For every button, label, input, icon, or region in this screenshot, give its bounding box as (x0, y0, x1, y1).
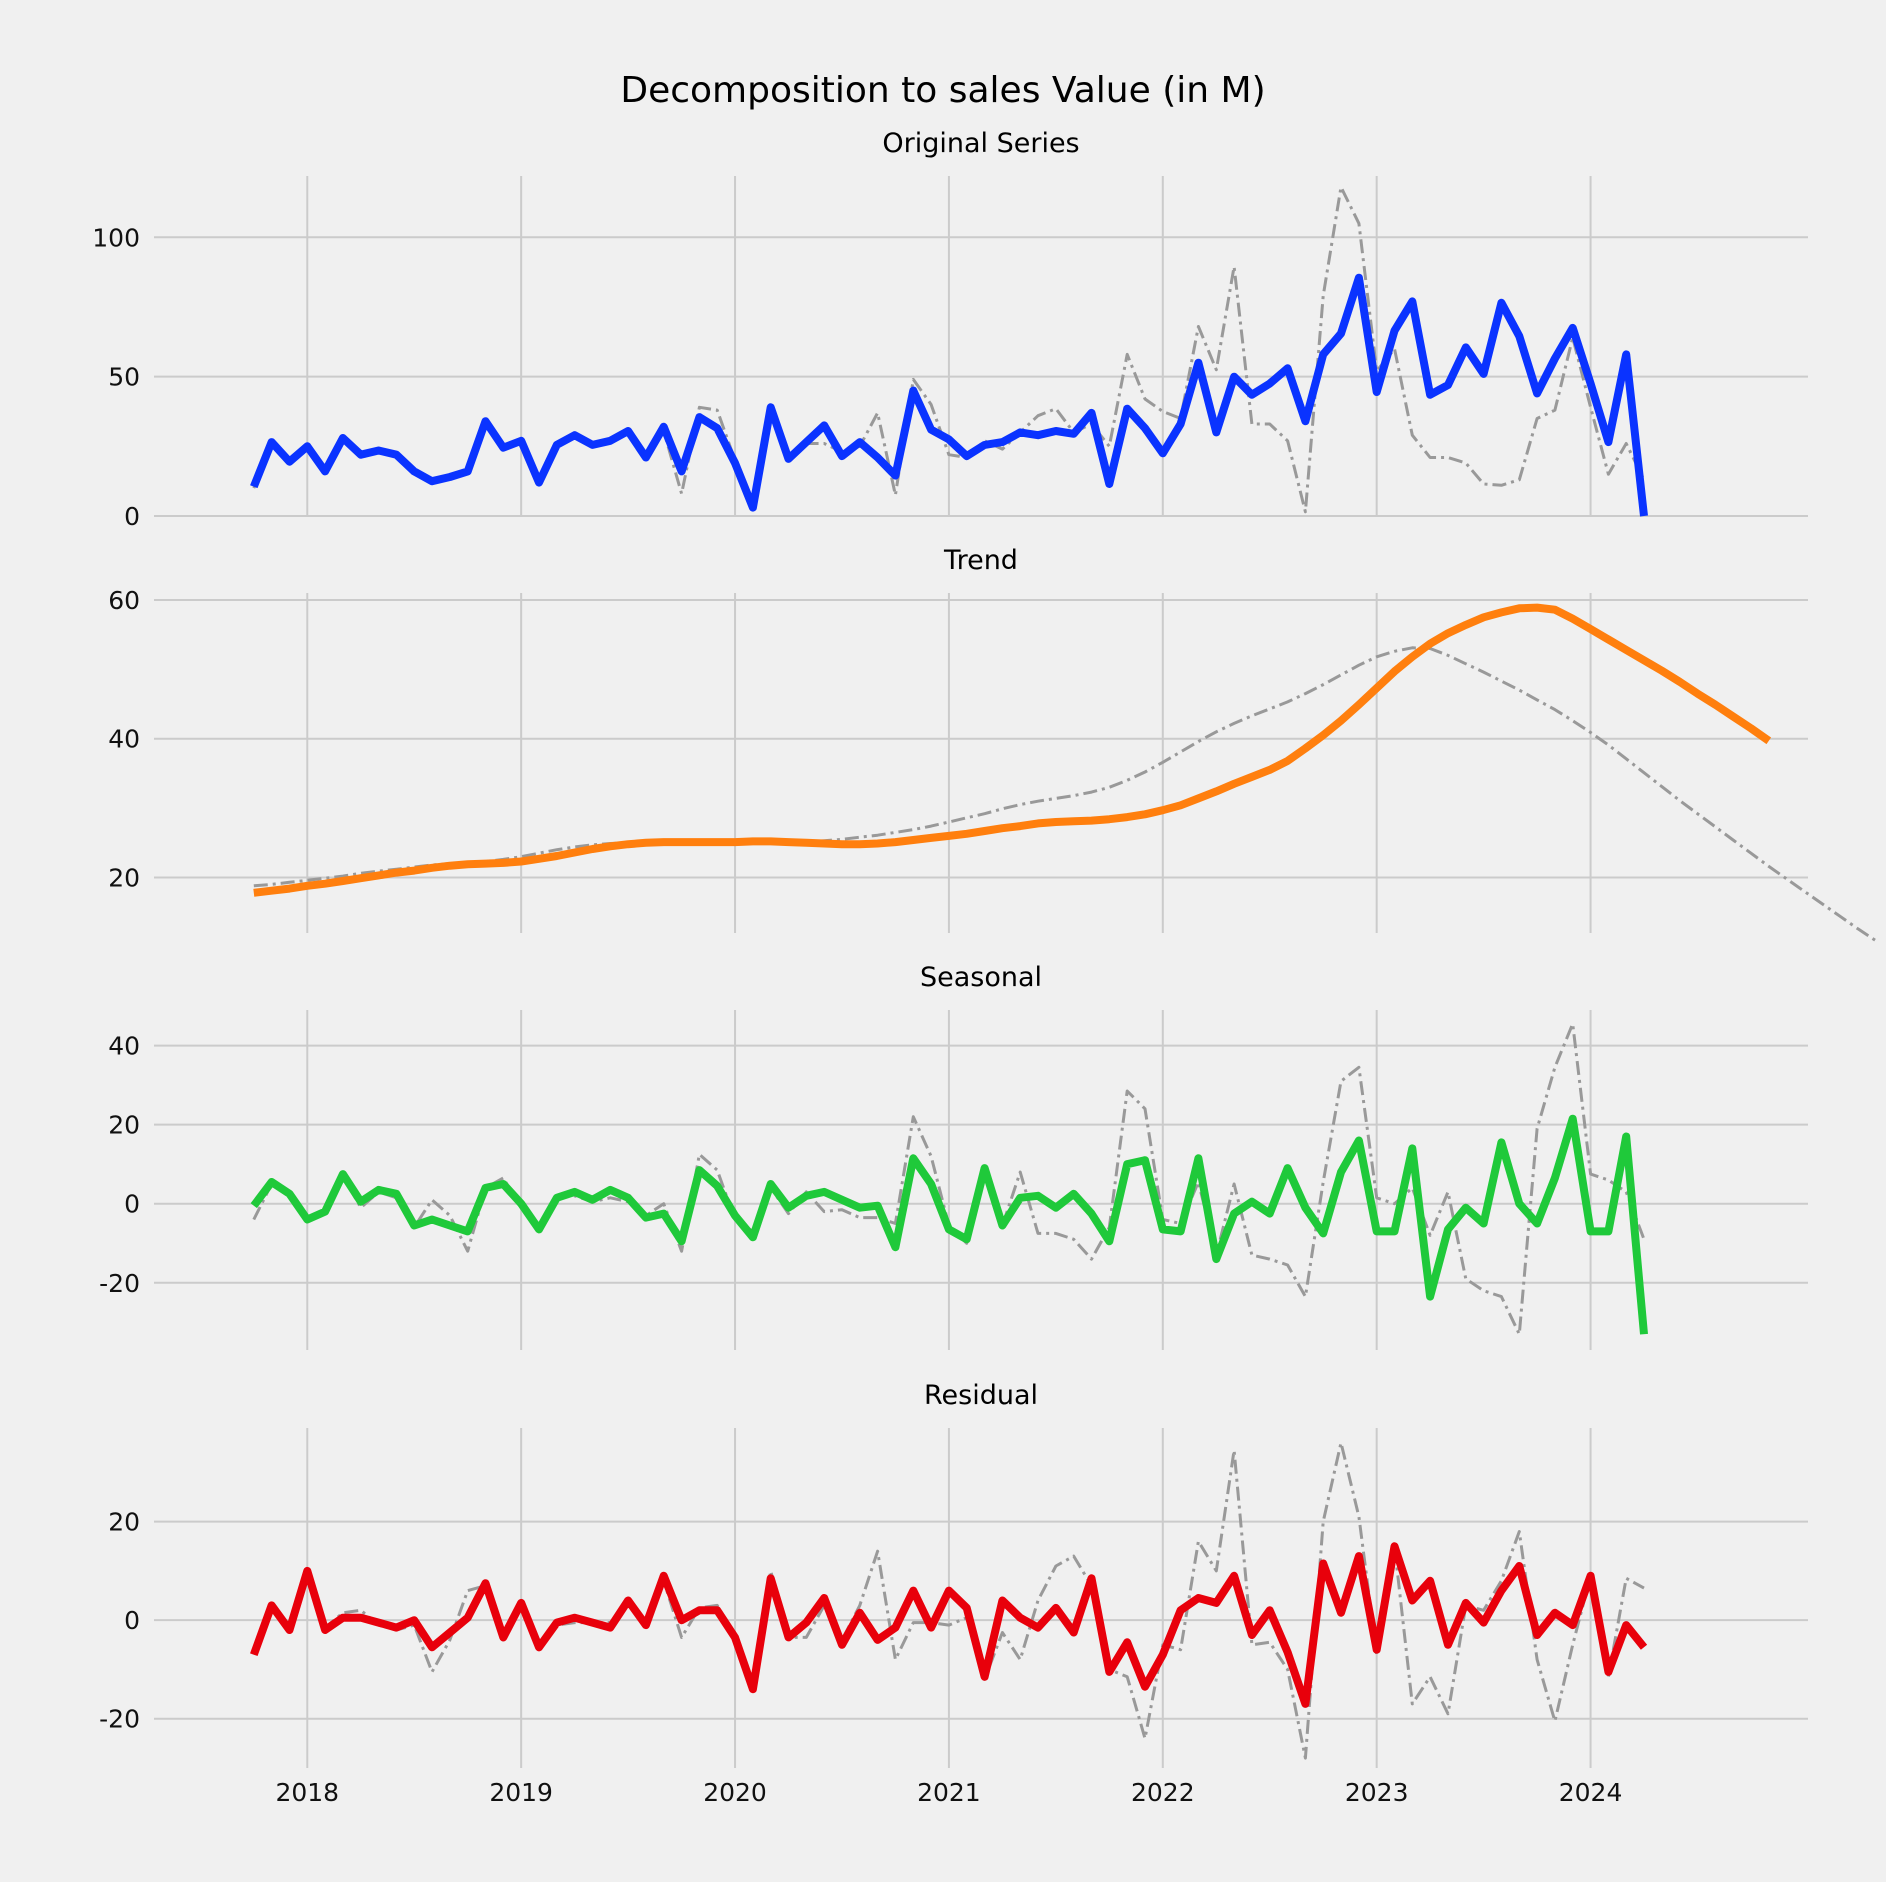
x-tick-label: 2020 (703, 1778, 767, 1807)
y-tick-label: 0 (124, 1190, 140, 1219)
y-tick-label: 0 (124, 502, 140, 531)
panel-4: -20 0 20 Residual (99, 1380, 1808, 1768)
panel-2: 20 40 60 Trend (108, 545, 1877, 942)
y-tick-label: 50 (108, 363, 140, 392)
panel-1: 0 50 100 Original Series (92, 128, 1808, 531)
y-tick-label: 20 (108, 1508, 140, 1537)
y-tick-label: 20 (108, 1111, 140, 1140)
component-series-line (250, 273, 1648, 517)
x-tick-label: 2022 (1131, 1778, 1195, 1807)
y-tick-label: 20 (108, 863, 140, 892)
component-series-line (250, 1114, 1648, 1335)
panel-3: -20 0 20 40 Seasonal (99, 962, 1808, 1350)
figure-title: Decomposition to sales Value (in M) (620, 70, 1265, 111)
reference-dashdot-line (253, 646, 1877, 942)
x-tick-label: 2019 (489, 1778, 553, 1807)
panel-title: Trend (943, 545, 1018, 576)
panel-title: Residual (924, 1380, 1038, 1411)
subplot-panels: 0 50 100 Original Series 20 40 60 Trend -20 0 20 40… (92, 128, 1877, 1768)
shared-x-axis: 2018 2019 2020 2021 2022 2023 2024 (275, 1778, 1622, 1807)
component-series-line (253, 603, 1772, 897)
y-tick-label: -20 (99, 1269, 140, 1298)
component-series-line (250, 1542, 1648, 1708)
y-tick-label: 100 (92, 223, 140, 252)
y-tick-label: 0 (124, 1606, 140, 1635)
y-tick-label: 40 (108, 725, 140, 754)
panel-title: Original Series (882, 128, 1079, 159)
x-tick-label: 2018 (275, 1778, 339, 1807)
reference-dashdot-line (252, 1441, 1645, 1760)
y-tick-label: 60 (108, 586, 140, 615)
x-tick-label: 2021 (917, 1778, 981, 1807)
y-tick-label: -20 (99, 1705, 140, 1734)
x-tick-label: 2024 (1559, 1778, 1623, 1807)
y-tick-label: 40 (108, 1032, 140, 1061)
x-tick-label: 2023 (1345, 1778, 1409, 1807)
panel-title: Seasonal (920, 962, 1042, 993)
